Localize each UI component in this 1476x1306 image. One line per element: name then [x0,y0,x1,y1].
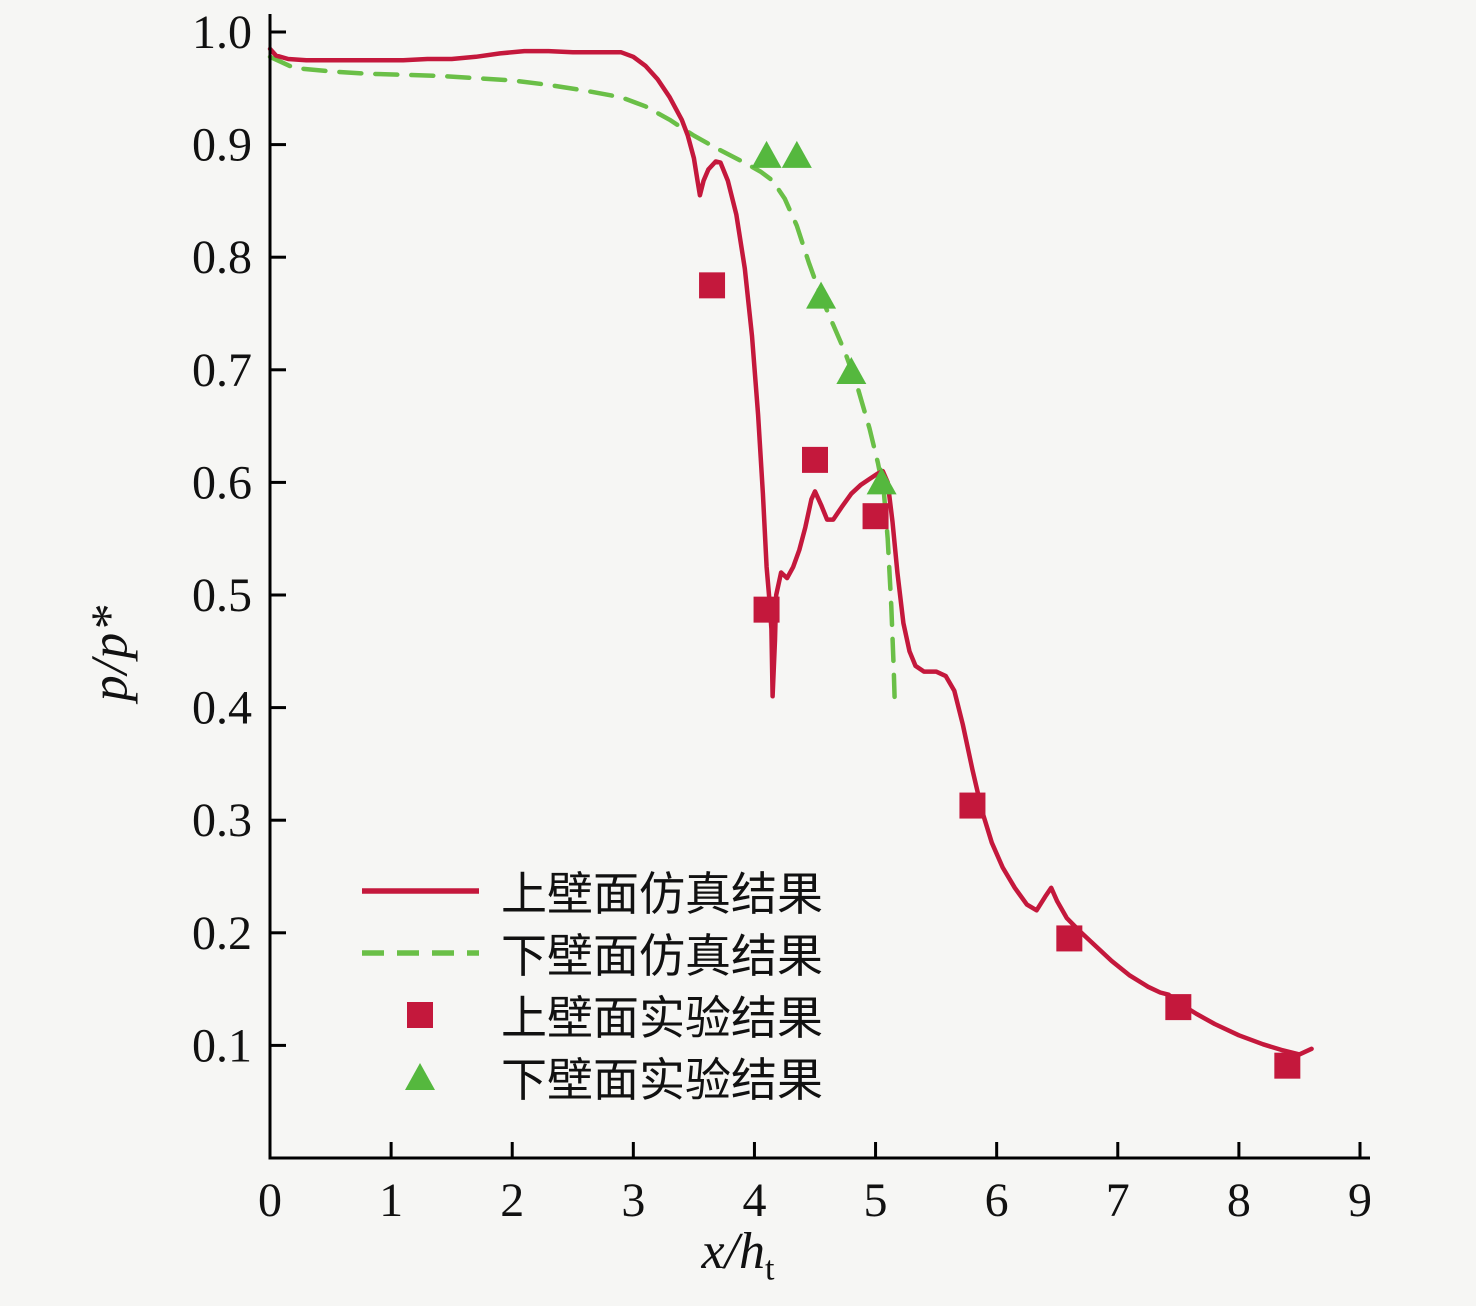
svg-text:0.9: 0.9 [192,119,252,172]
svg-text:0.4: 0.4 [192,682,252,735]
svg-text:3: 3 [621,1174,645,1227]
svg-text:0.2: 0.2 [192,907,252,960]
legend-item-upper-wall-exp: 上壁面实验结果 [358,984,823,1046]
y-axis-label: p/p* [81,604,139,702]
svg-text:1.0: 1.0 [192,6,252,59]
legend-square-marker-swatch [358,998,483,1032]
legend-triangle-marker-swatch [358,1060,483,1094]
x-axis-label: x/ht [701,1223,775,1288]
svg-text:0.7: 0.7 [192,344,252,397]
legend-solid-line-swatch [358,874,483,908]
legend-label: 下壁面实验结果 [501,1055,823,1106]
chart-legend: 上壁面仿真结果 下壁面仿真结果 上壁面实验结果 下壁面实验结果 [358,860,823,1108]
svg-text:5: 5 [864,1174,888,1227]
legend-label: 上壁面仿真结果 [501,869,823,920]
svg-text:7: 7 [1106,1174,1130,1227]
svg-text:0: 0 [258,1174,282,1227]
svg-text:8: 8 [1227,1174,1251,1227]
svg-text:9: 9 [1348,1174,1372,1227]
legend-item-upper-wall-sim: 上壁面仿真结果 [358,860,823,922]
legend-label: 下壁面仿真结果 [501,931,823,982]
svg-text:0.5: 0.5 [192,569,252,622]
svg-text:6: 6 [985,1174,1009,1227]
legend-label: 上壁面实验结果 [501,993,823,1044]
legend-item-lower-wall-sim: 下壁面仿真结果 [358,922,823,984]
svg-text:0.3: 0.3 [192,794,252,847]
legend-dashed-line-swatch [358,936,483,970]
svg-text:0.1: 0.1 [192,1019,252,1072]
svg-text:2: 2 [500,1174,524,1227]
legend-item-lower-wall-exp: 下壁面实验结果 [358,1046,823,1108]
svg-text:0.8: 0.8 [192,231,252,284]
svg-text:4: 4 [742,1174,766,1227]
svg-text:0.6: 0.6 [192,456,252,509]
svg-text:1: 1 [379,1174,403,1227]
